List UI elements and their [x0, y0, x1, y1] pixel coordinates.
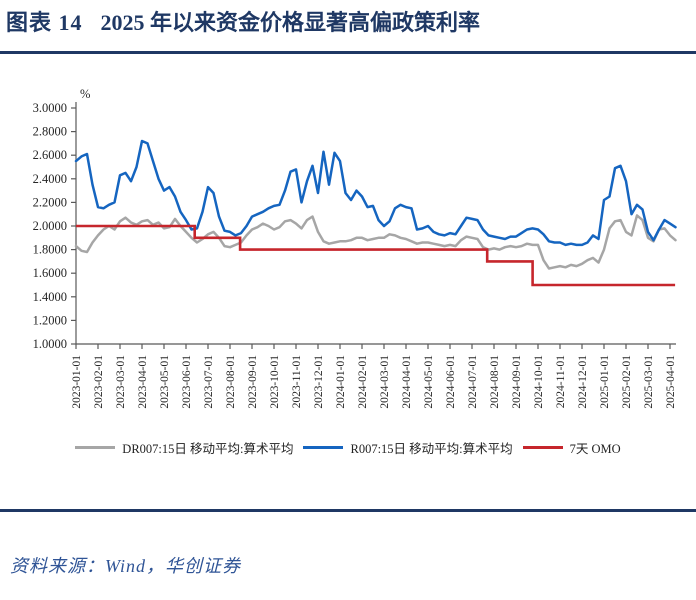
x-tick-label: 2024-10-01	[533, 355, 545, 409]
y-axis-unit-label: %	[80, 87, 90, 101]
title-divider	[0, 51, 696, 54]
x-tick-label: 2024-07-01	[467, 355, 479, 409]
legend-item-omo: 7天 OMO	[522, 438, 621, 457]
x-tick-label: 2023-02-01	[93, 355, 105, 409]
x-tick-label: 2023-06-01	[181, 355, 193, 409]
x-tick-label: 2025-02-01	[621, 355, 633, 409]
r007-line	[74, 139, 677, 247]
y-tick-label: 2.0000	[33, 219, 67, 233]
y-tick-label: 2.4000	[33, 172, 67, 186]
x-tick-label: 2025-04-01	[665, 355, 677, 409]
x-tick-label: 2024-06-01	[445, 355, 457, 409]
x-tick-label: 2025-03-01	[643, 355, 655, 409]
x-tick-label: 2023-12-01	[313, 355, 325, 409]
x-tick-label: 2024-02-01	[357, 355, 369, 409]
legend-label-omo: 7天 OMO	[569, 442, 621, 456]
x-tick-label: 2023-03-01	[115, 355, 127, 409]
chart-legend: DR007:15日 移动平均:算术平均 R007:15日 移动平均:算术平均 7天 …	[0, 438, 696, 457]
y-tick-label: 2.2000	[33, 195, 67, 209]
figure-title: 图表 14 2025 年以来资金价格显著高偏政策利率	[6, 8, 690, 38]
y-tick-label: 1.6000	[33, 266, 67, 280]
x-tick-label: 2025-01-01	[599, 355, 611, 409]
x-tick-label: 2024-09-01	[511, 355, 523, 409]
x-tick-label: 2023-10-01	[269, 355, 281, 409]
x-tick-label: 2023-05-01	[159, 355, 171, 409]
source-note: 资料来源：Wind，华创证券	[10, 556, 242, 576]
legend-swatch-dr007	[75, 446, 116, 449]
y-tick-label: 1.0000	[33, 337, 67, 351]
omo-line	[76, 224, 676, 287]
x-tick-label: 2024-03-01	[379, 355, 391, 409]
y-tick-label: 1.4000	[33, 290, 67, 304]
y-tick-label: 1.8000	[33, 243, 67, 257]
x-tick-label: 2024-08-01	[489, 355, 501, 409]
x-tick-label: 2023-01-01	[71, 355, 83, 409]
footer-divider	[0, 509, 696, 512]
figure-title-text: 2025 年以来资金价格显著高偏政策利率	[100, 10, 481, 35]
dr007-line	[74, 214, 677, 270]
y-tick-label: 1.2000	[33, 313, 67, 327]
x-tick-label: 2024-04-01	[401, 355, 413, 409]
x-tick-label: 2023-08-01	[225, 355, 237, 409]
figure-number-label: 图表 14	[6, 10, 83, 35]
legend-label-dr007: DR007:15日 移动平均:算术平均	[122, 442, 294, 456]
x-tick-label: 2024-01-01	[335, 355, 347, 409]
legend-label-r007: R007:15日 移动平均:算术平均	[350, 442, 513, 456]
legend-swatch-r007	[303, 446, 344, 449]
rate-line-chart: 3.0000 2.8000 2.6000 2.4000 2.2000 2.0000 1.80…	[33, 87, 677, 409]
legend-swatch-omo	[522, 446, 563, 449]
y-tick-label: 2.6000	[33, 148, 67, 162]
x-tick-label: 2023-07-01	[203, 355, 215, 409]
x-tick-label: 2024-05-01	[423, 355, 435, 409]
legend-item-dr007: DR007:15日 移动平均:算术平均	[75, 438, 293, 457]
x-tick-label: 2023-09-01	[247, 355, 259, 409]
x-tick-label: 2024-12-01	[577, 355, 589, 409]
x-tick-label: 2024-11-01	[555, 355, 567, 408]
legend-item-r007: R007:15日 移动平均:算术平均	[303, 438, 513, 457]
y-tick-label: 2.8000	[33, 125, 67, 139]
x-tick-label: 2023-04-01	[137, 355, 149, 409]
y-tick-label: 3.0000	[33, 101, 67, 115]
x-tick-label: 2023-11-01	[291, 355, 303, 408]
